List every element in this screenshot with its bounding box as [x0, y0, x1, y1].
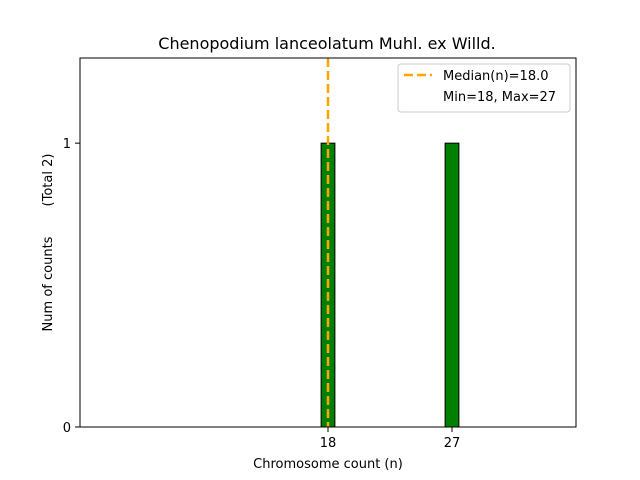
chart-title: Chenopodium lanceolatum Muhl. ex Willd.: [158, 34, 495, 53]
x-tick-label: 18: [320, 436, 337, 451]
y-tick-label: 0: [63, 421, 71, 436]
x-tick-label: 27: [444, 436, 461, 451]
legend: Median(n)=18.0 Min=18, Max=27: [397, 63, 571, 113]
legend-frame: [397, 63, 571, 113]
y-axis-label: Num of counts: [41, 236, 56, 331]
legend-range-label: Min=18, Max=27: [443, 90, 556, 105]
x-axis: 18 27: [320, 427, 461, 451]
y-axis-total-label: (Total 2): [41, 154, 56, 207]
plot-area: [79, 57, 577, 428]
bar-27: [444, 142, 460, 428]
y-tick-label: 1: [63, 137, 71, 152]
y-axis: 01: [63, 137, 80, 436]
x-axis-label: Chromosome count (n): [253, 457, 403, 472]
bars: [80, 142, 508, 428]
legend-median-label: Median(n)=18.0: [443, 69, 549, 84]
